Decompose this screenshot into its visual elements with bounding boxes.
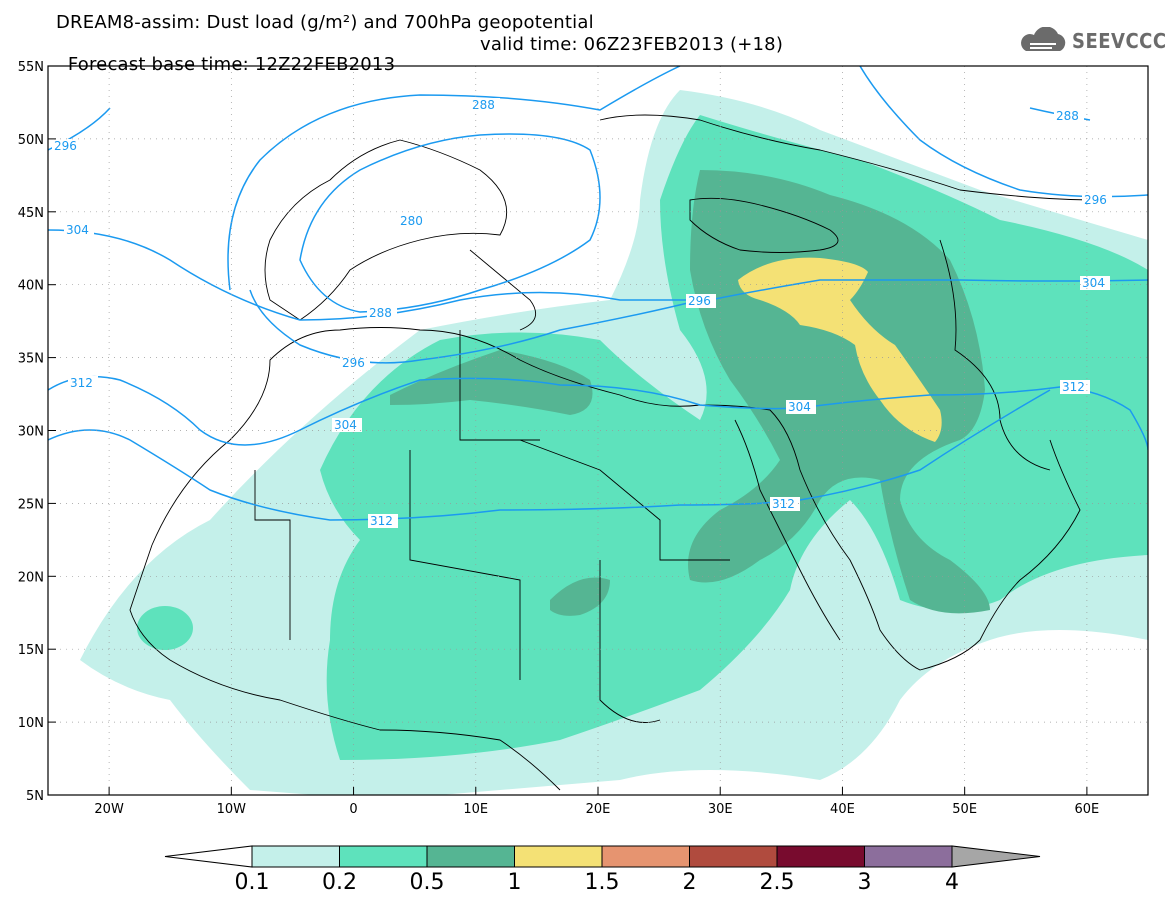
lon-label: 20E — [586, 802, 611, 817]
lon-label: 20W — [94, 802, 124, 817]
lon-label: 40E — [830, 802, 855, 817]
colorbar-swatch — [601, 845, 690, 868]
colorbar-level-label: 0.5 — [409, 870, 445, 895]
lat-label: 45N — [18, 206, 44, 221]
contour-label: 296 — [52, 139, 78, 153]
svg-text:296: 296 — [54, 139, 77, 153]
lon-label: 10W — [217, 802, 247, 817]
base-time: Forecast base time: 12Z22FEB2013 — [67, 54, 396, 75]
lat-label: 10N — [18, 716, 44, 731]
contour-label: 304 — [1080, 276, 1110, 290]
colorbar-under-arrow — [164, 845, 253, 868]
logo-text: SEEVCCC — [1072, 29, 1165, 53]
map-axes: 20W 10W 0 10E 20E 30E 40E 50E 60E 55N 50N 45N 40N 35N… — [18, 60, 1100, 817]
colorbar-level-label: 3 — [857, 870, 872, 895]
contour-label: 288 — [1054, 109, 1084, 123]
contour-labels: 296 288 280 304 288 296 312 304 296 304 … — [52, 98, 1112, 528]
colorbar-level-label: 4 — [945, 870, 959, 895]
svg-text:304: 304 — [66, 223, 89, 237]
colorbar-level-label: 2.5 — [759, 870, 795, 895]
svg-text:280: 280 — [400, 214, 423, 228]
lon-label: 30E — [708, 802, 733, 817]
svg-text:312: 312 — [772, 497, 795, 511]
svg-text:288: 288 — [369, 306, 392, 320]
colorbar-level-label: 0.1 — [234, 870, 270, 895]
colorbar-level-label: 1 — [507, 870, 522, 895]
lat-label: 25N — [18, 497, 44, 512]
colorbar-level-label: 0.2 — [322, 870, 357, 895]
contour-label: 296 — [1082, 193, 1112, 207]
svg-text:304: 304 — [1082, 276, 1105, 290]
lon-label: 50E — [952, 802, 977, 817]
lon-label: 10E — [463, 802, 488, 817]
svg-text:296: 296 — [1084, 193, 1107, 207]
colorbar-level-label: 1.5 — [584, 870, 620, 895]
map-plot-area: 296 288 280 304 288 296 312 304 296 304 … — [48, 66, 1148, 795]
svg-text:312: 312 — [70, 376, 93, 390]
contour-label: 280 — [398, 214, 426, 228]
contour-label: 296 — [686, 294, 716, 308]
cloud-icon — [1021, 27, 1066, 51]
lat-label: 15N — [18, 643, 44, 658]
lon-label: 0 — [349, 802, 357, 817]
colorbar-swatch — [339, 845, 428, 868]
contour-label: 304 — [786, 400, 816, 414]
svg-text:296: 296 — [688, 294, 711, 308]
dust-shading-1 — [738, 257, 942, 442]
lat-label: 35N — [18, 352, 44, 367]
svg-text:304: 304 — [788, 400, 811, 414]
colorbar-swatch — [426, 845, 515, 868]
lat-label: 55N — [18, 60, 44, 75]
lat-label: 20N — [18, 570, 44, 585]
colorbar-swatch — [864, 845, 953, 868]
colorbar-swatch — [514, 845, 603, 868]
colorbar-swatch — [776, 845, 865, 868]
lon-label: 60E — [1075, 802, 1100, 817]
lat-label: 5N — [26, 789, 44, 804]
forecast-times: Forecast base time: 12Z22FEB2013 valid t… — [56, 35, 783, 95]
svg-text:288: 288 — [1056, 109, 1079, 123]
svg-text:312: 312 — [1062, 380, 1085, 394]
colorbar-swatch — [251, 845, 340, 868]
svg-text:304: 304 — [334, 418, 357, 432]
contour-label: 312 — [68, 376, 98, 390]
lat-label: 30N — [18, 425, 44, 440]
lat-label: 40N — [18, 279, 44, 294]
contour-label: 296 — [340, 356, 370, 370]
colorbar-over-arrow — [951, 845, 1041, 868]
svg-text:296: 296 — [342, 356, 365, 370]
colorbar-swatch — [689, 845, 778, 868]
map-title: DREAM8-assim: Dust load (g/m²) and 700hP… — [56, 12, 594, 33]
svg-text:288: 288 — [472, 98, 495, 112]
contour-label: 304 — [332, 418, 362, 432]
contour-label: 288 — [470, 98, 500, 112]
colorbar-level-label: 2 — [682, 870, 697, 895]
contour-label: 312 — [368, 514, 398, 528]
valid-time: valid time: 06Z23FEB2013 (+18) — [480, 34, 784, 55]
colorbar — [164, 845, 1041, 868]
contour-label: 304 — [64, 223, 94, 237]
contour-label: 312 — [1060, 380, 1090, 394]
seevccc-logo: SEEVCCC — [1016, 27, 1165, 57]
lat-label: 50N — [18, 133, 44, 148]
contour-label: 312 — [770, 497, 800, 511]
svg-text:312: 312 — [370, 514, 393, 528]
contour-label: 288 — [367, 306, 397, 320]
